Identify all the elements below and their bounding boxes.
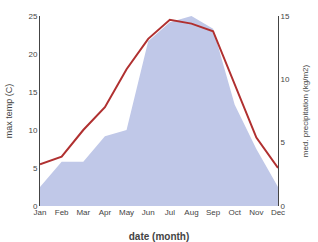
svg-text:Nov: Nov [249,208,263,217]
svg-text:10: 10 [281,75,290,84]
svg-text:Feb: Feb [55,208,69,217]
svg-text:Oct: Oct [229,208,242,217]
svg-text:Jun: Jun [142,208,155,217]
svg-text:Jul: Jul [165,208,175,217]
svg-text:20: 20 [28,50,37,59]
svg-text:med. precipitation (kg/m2): med. precipitation (kg/m2) [301,64,310,157]
svg-text:Jan: Jan [34,208,47,217]
svg-text:Sep: Sep [206,208,221,217]
svg-text:0: 0 [281,202,286,211]
svg-text:date (month): date (month) [129,231,190,242]
svg-text:max temp (C): max temp (C) [4,84,14,139]
svg-text:0: 0 [33,202,38,211]
svg-text:5: 5 [281,138,286,147]
svg-text:10: 10 [28,126,37,135]
svg-text:May: May [119,208,134,217]
svg-text:25: 25 [28,12,37,21]
svg-text:15: 15 [28,88,37,97]
svg-text:5: 5 [33,164,38,173]
svg-text:15: 15 [281,12,290,21]
svg-text:Dec: Dec [271,208,285,217]
svg-text:Aug: Aug [184,208,198,217]
svg-text:Apr: Apr [99,208,112,217]
svg-text:Mar: Mar [76,208,90,217]
